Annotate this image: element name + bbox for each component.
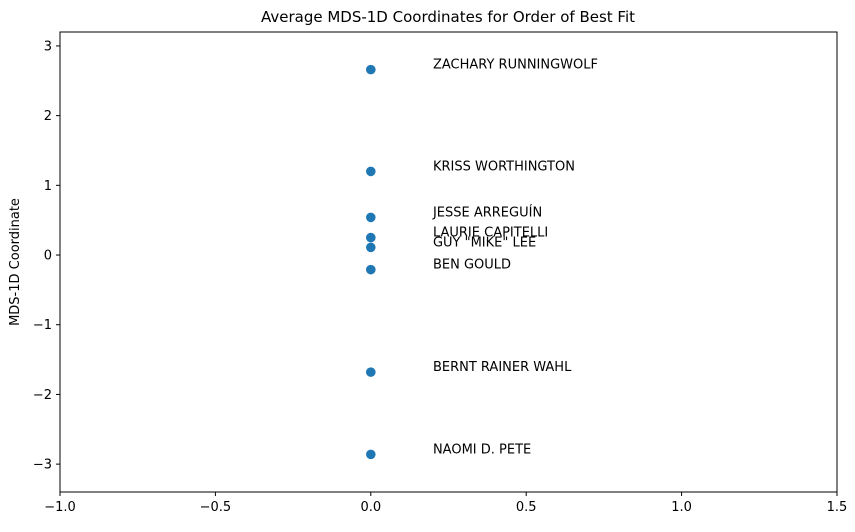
plot-area: −1.0 −0.5 0.0 0.5 1.0 1.5 −3 −2 −1 0 1 2 3 ZACHARY RU…	[33, 31, 848, 515]
y-tick-label: −1	[33, 318, 52, 333]
y-tick-label: −3	[33, 458, 52, 473]
data-point-label: NAOMI D. PETE	[433, 442, 531, 457]
data-point-label: BERNT RAINER WAHL	[433, 360, 572, 375]
y-tick-label: 0	[44, 249, 52, 264]
axes-frame	[59, 31, 838, 493]
data-point	[366, 242, 376, 253]
x-tick-label: −0.5	[200, 500, 232, 515]
y-axis-label: MDS-1D Coordinate	[8, 198, 23, 326]
data-point	[366, 264, 376, 275]
x-tick-label: −1.0	[44, 500, 76, 515]
x-tick-label: 0.5	[516, 500, 537, 515]
x-tick-label: 0.0	[360, 500, 381, 515]
data-point-label: KRISS WORTHINGTON	[433, 159, 575, 174]
y-tick-label: −2	[33, 388, 52, 403]
data-point-label: JESSE ARREGUÍN	[432, 204, 542, 220]
data-point-label: BEN GOULD	[433, 258, 511, 273]
data-point	[366, 64, 376, 75]
y-tick-label: 1	[44, 179, 52, 194]
data-point	[366, 166, 376, 177]
x-tick-label: 1.5	[827, 500, 848, 515]
y-tick-label: 2	[44, 109, 52, 124]
chart-title: Average MDS-1D Coordinates for Order of …	[261, 8, 635, 26]
data-point-label: GUY "MIKE" LEE	[433, 235, 536, 250]
data-point	[366, 212, 376, 223]
data-point	[366, 367, 376, 377]
data-point	[366, 232, 376, 243]
data-point	[366, 449, 376, 460]
data-point-label: LAURIE CAPITELLI	[433, 226, 548, 241]
y-tick-label: 3	[44, 39, 52, 54]
x-tick-label: 1.0	[671, 500, 692, 515]
data-point-label: ZACHARY RUNNINGWOLF	[433, 58, 598, 73]
